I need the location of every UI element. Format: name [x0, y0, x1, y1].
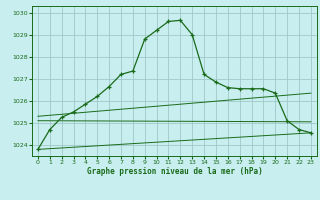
X-axis label: Graphe pression niveau de la mer (hPa): Graphe pression niveau de la mer (hPa) [86, 167, 262, 176]
